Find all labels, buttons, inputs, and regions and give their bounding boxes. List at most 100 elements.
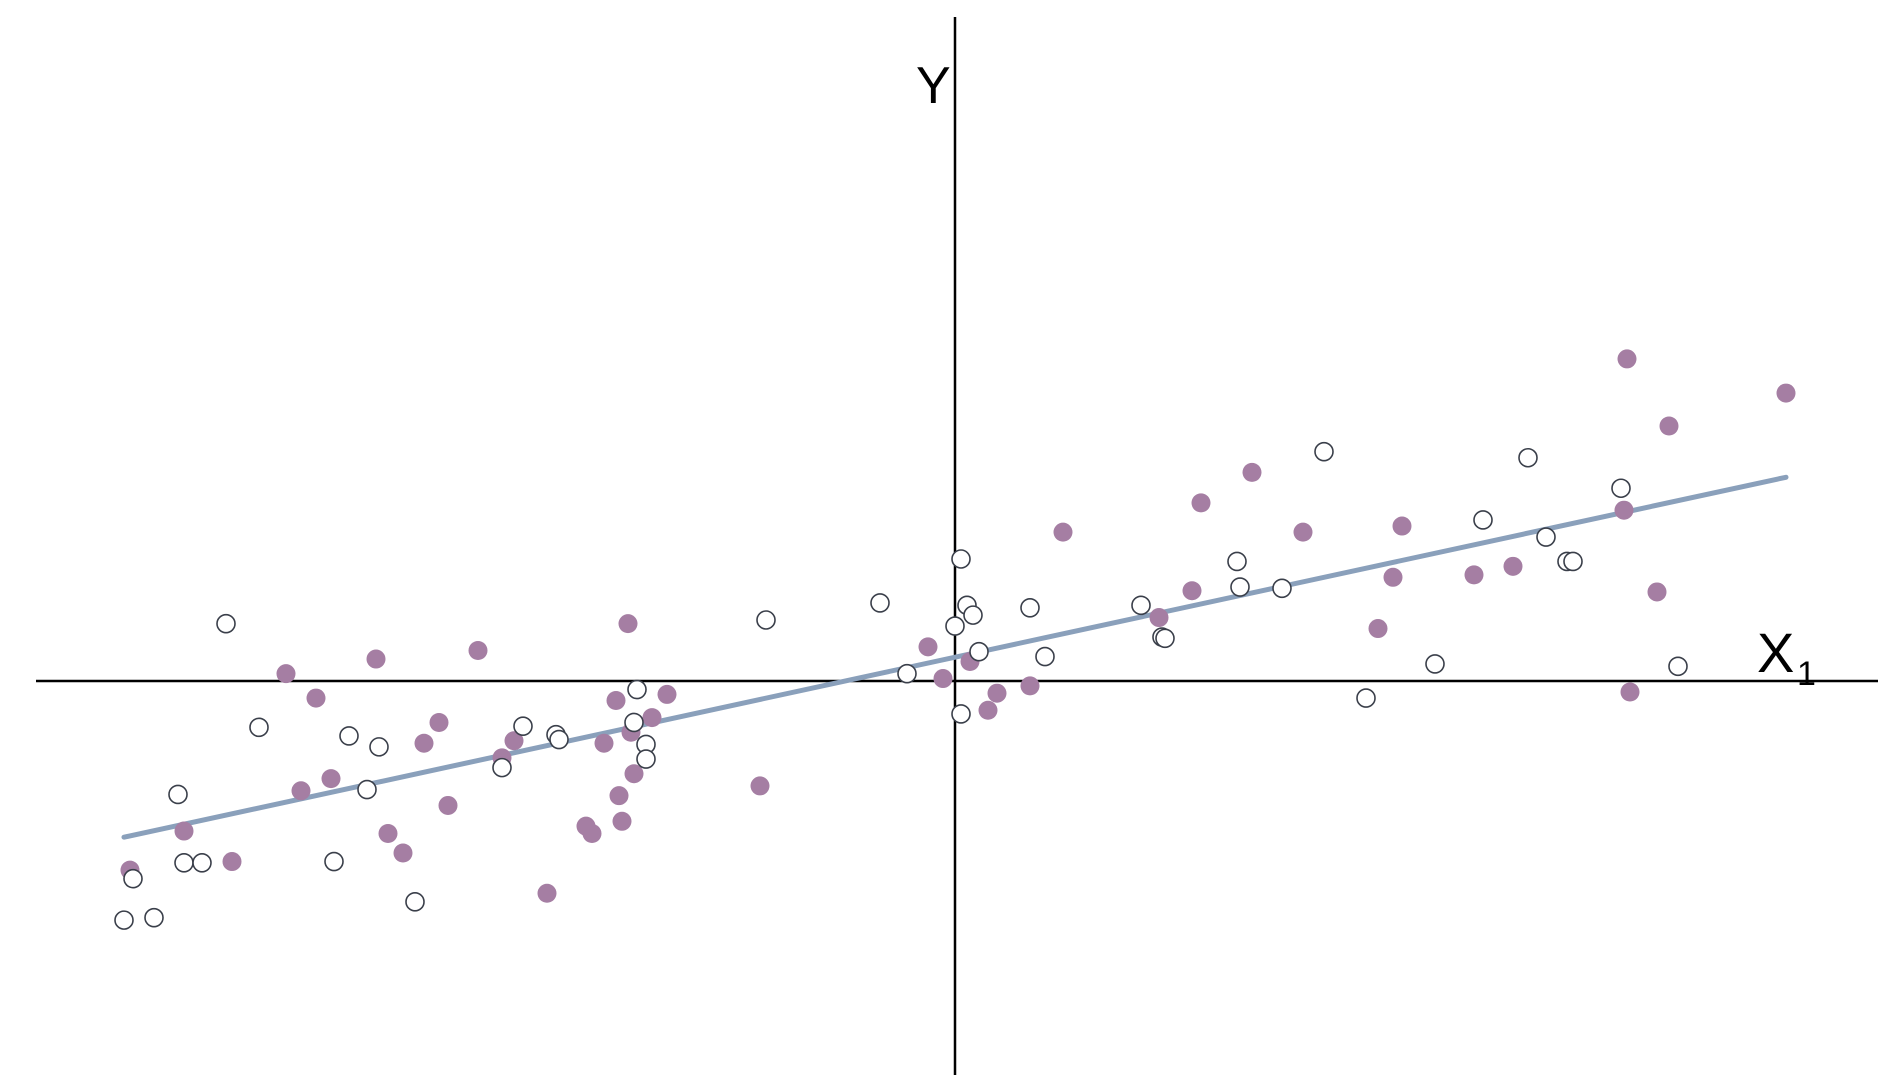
filled-data-point — [624, 764, 644, 784]
filled-data-point — [393, 843, 413, 863]
filled-data-point — [1191, 493, 1211, 513]
filled-data-point — [1614, 500, 1634, 520]
filled-data-point — [612, 811, 632, 831]
filled-data-point — [1647, 582, 1667, 602]
series-filled — [120, 349, 1796, 903]
filled-data-point — [657, 684, 677, 704]
filled-data-point — [1242, 462, 1262, 482]
open-data-point — [192, 852, 212, 873]
filled-data-point — [504, 731, 524, 751]
filled-data-point — [1368, 619, 1388, 639]
open-data-point — [1035, 646, 1055, 667]
filled-data-point — [1182, 581, 1202, 601]
filled-data-point — [918, 637, 938, 657]
open-data-point — [963, 605, 983, 625]
open-data-point — [870, 593, 890, 613]
filled-data-point — [468, 641, 488, 660]
filled-data-point — [978, 700, 998, 720]
filled-data-point — [414, 733, 434, 753]
scatter-points-group — [114, 349, 1796, 930]
open-data-point — [627, 679, 647, 700]
filled-data-point — [1617, 349, 1637, 369]
open-data-point — [549, 729, 569, 750]
open-data-point — [1356, 688, 1376, 708]
filled-data-point — [933, 669, 953, 689]
open-data-point — [1668, 656, 1688, 677]
open-data-point — [1536, 527, 1556, 547]
open-data-point — [756, 610, 776, 630]
filled-data-point — [1503, 556, 1523, 576]
open-data-point — [1227, 551, 1247, 572]
filled-data-point — [642, 708, 662, 728]
open-data-point — [249, 717, 269, 738]
open-data-point — [339, 726, 359, 746]
y-axis-label: Y — [916, 57, 951, 115]
open-data-point — [624, 712, 644, 733]
open-data-point — [1131, 595, 1151, 616]
open-data-point — [969, 641, 989, 662]
open-data-point — [1611, 478, 1631, 499]
open-data-point — [1518, 447, 1538, 468]
open-data-point — [492, 757, 512, 778]
open-data-point — [405, 892, 425, 912]
filled-data-point — [1392, 516, 1412, 536]
filled-data-point — [606, 691, 626, 711]
filled-data-point — [1659, 416, 1679, 436]
regression-line-group — [121, 474, 1789, 840]
open-data-point — [324, 851, 344, 872]
series-open — [114, 441, 1688, 930]
filled-data-point — [306, 688, 326, 708]
filled-data-point — [987, 683, 1007, 703]
filled-data-point — [366, 649, 386, 669]
filled-data-point — [321, 769, 341, 789]
filled-data-point — [276, 664, 296, 684]
filled-data-point — [1293, 522, 1313, 542]
open-data-point — [513, 716, 533, 736]
open-data-point — [1563, 551, 1583, 572]
open-data-point — [1230, 577, 1250, 597]
open-data-point — [357, 779, 377, 800]
open-data-point — [1272, 578, 1292, 599]
filled-data-point — [222, 852, 242, 872]
filled-data-point — [429, 712, 449, 732]
open-data-point — [168, 784, 188, 805]
filled-data-point — [174, 821, 194, 841]
filled-data-point — [291, 781, 311, 801]
filled-data-point — [582, 824, 602, 843]
filled-data-point — [1149, 608, 1169, 628]
filled-data-point — [750, 776, 770, 796]
filled-data-point — [1383, 567, 1403, 587]
x-axis-label: X — [1757, 621, 1794, 684]
filled-data-point — [1776, 383, 1796, 403]
filled-data-point — [1620, 682, 1640, 702]
filled-data-point — [1464, 565, 1484, 585]
axes-group — [36, 17, 1878, 1075]
open-data-point — [951, 549, 971, 569]
filled-data-point — [438, 795, 458, 815]
x-axis-label-subscript: 1 — [1797, 655, 1816, 693]
open-data-point — [174, 852, 194, 873]
open-data-point — [1020, 597, 1040, 618]
filled-data-point — [1020, 676, 1040, 696]
filled-data-point — [537, 883, 557, 903]
open-data-point — [951, 704, 971, 724]
axis-labels: Y X 1 — [916, 57, 1816, 693]
open-data-point — [1155, 628, 1175, 649]
filled-data-point — [1053, 522, 1073, 542]
open-data-point — [216, 613, 236, 634]
open-data-point — [1473, 510, 1493, 530]
open-data-point — [636, 749, 656, 769]
open-data-point — [1314, 441, 1334, 462]
open-data-point — [369, 737, 389, 757]
open-data-point — [114, 910, 134, 930]
open-data-point — [1425, 654, 1445, 674]
regression-line — [121, 474, 1789, 840]
filled-data-point — [594, 733, 614, 753]
filled-data-point — [378, 824, 398, 843]
open-data-point — [945, 616, 965, 636]
filled-data-point — [609, 786, 629, 806]
open-data-point — [123, 868, 143, 889]
open-data-point — [144, 907, 164, 928]
open-data-point — [897, 663, 917, 684]
